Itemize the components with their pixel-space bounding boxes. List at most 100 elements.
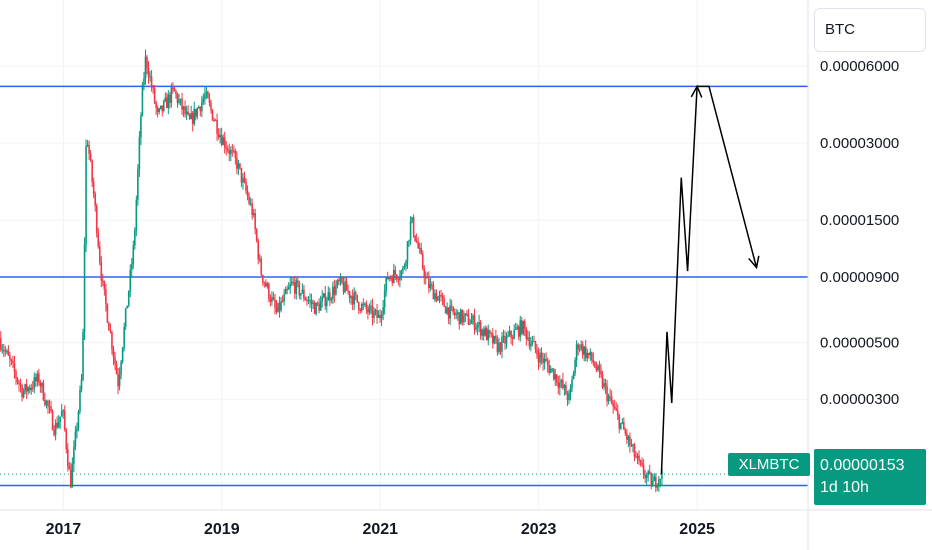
candle-body bbox=[248, 196, 250, 204]
time-tick-label: 2021 bbox=[362, 521, 398, 538]
candle-body bbox=[223, 137, 226, 148]
candle-body bbox=[47, 400, 49, 407]
time-tick-label: 2023 bbox=[521, 521, 557, 538]
candle-body bbox=[0, 338, 2, 350]
candle-body bbox=[517, 326, 520, 337]
candle-body bbox=[98, 246, 101, 262]
time-tick-label: 2025 bbox=[679, 521, 715, 538]
candle-body bbox=[347, 290, 349, 292]
candle-body bbox=[272, 297, 275, 300]
candle-body bbox=[97, 233, 100, 247]
candle-body bbox=[598, 365, 601, 371]
candle-body bbox=[391, 277, 394, 284]
candle-body bbox=[600, 370, 602, 375]
candle-body bbox=[577, 344, 579, 350]
candle-body bbox=[591, 351, 593, 360]
price-axis[interactable]: 0.00006000 0.00003000 0.00001500 0.00000900… bbox=[807, 0, 899, 550]
candle-body bbox=[612, 403, 614, 407]
candle-body bbox=[342, 283, 345, 293]
candle-body bbox=[551, 368, 554, 370]
candle-body bbox=[254, 213, 256, 230]
candle-body bbox=[126, 305, 129, 309]
candle-body bbox=[50, 406, 52, 412]
candle-body bbox=[129, 270, 132, 291]
candle-body bbox=[295, 280, 298, 294]
candle-body bbox=[434, 293, 436, 300]
candle-body bbox=[251, 203, 253, 216]
candle-body bbox=[329, 292, 331, 301]
candle-body bbox=[351, 296, 354, 305]
time-axis[interactable]: 2017 2019 2021 2023 2025 bbox=[0, 509, 932, 538]
candle-body bbox=[112, 349, 115, 358]
candle-body bbox=[6, 350, 8, 352]
candle-body bbox=[234, 151, 237, 158]
candle-body bbox=[540, 352, 543, 358]
candle-body bbox=[645, 474, 648, 479]
candle-body bbox=[191, 112, 194, 124]
candle-body bbox=[95, 205, 98, 234]
candle-body bbox=[172, 87, 174, 89]
candle-body bbox=[423, 268, 426, 279]
candle-body bbox=[409, 221, 412, 241]
candle-body bbox=[555, 374, 558, 383]
candle-body bbox=[9, 355, 11, 360]
currency-selector[interactable]: BTC bbox=[814, 8, 926, 52]
candle-body bbox=[286, 289, 288, 291]
candle-body bbox=[452, 306, 455, 313]
support-resistance-lines bbox=[0, 85, 808, 487]
candle-body bbox=[421, 253, 424, 269]
projection-arrowhead bbox=[748, 255, 760, 270]
candle-body bbox=[198, 106, 200, 109]
candle-body bbox=[292, 281, 295, 283]
candle-body bbox=[623, 422, 625, 430]
candle-body bbox=[479, 322, 482, 336]
candle-body bbox=[505, 336, 508, 344]
candle-body bbox=[368, 306, 371, 313]
candle-body bbox=[501, 337, 503, 352]
candle-body bbox=[365, 303, 368, 310]
candle-body bbox=[356, 294, 359, 303]
candle-body bbox=[155, 102, 157, 108]
candle-body bbox=[400, 270, 403, 278]
candle-body bbox=[1, 349, 4, 351]
candle-body bbox=[167, 94, 170, 109]
candle-body bbox=[226, 148, 229, 151]
candle-body bbox=[374, 309, 377, 312]
candle-body bbox=[82, 331, 84, 380]
candle-body bbox=[120, 361, 122, 375]
candle-body bbox=[205, 91, 208, 95]
candle-body bbox=[322, 293, 325, 297]
candle-body bbox=[642, 465, 645, 475]
candle-body bbox=[222, 137, 224, 145]
candle-body bbox=[350, 296, 352, 299]
candle-body bbox=[310, 299, 313, 305]
candle-body bbox=[563, 385, 566, 388]
candle-body bbox=[115, 363, 118, 375]
candle-body bbox=[537, 354, 540, 363]
candle-body bbox=[156, 107, 159, 112]
candle-body bbox=[130, 264, 133, 271]
candle-body bbox=[109, 330, 112, 333]
candle-body bbox=[76, 428, 78, 432]
candle-body bbox=[258, 258, 261, 260]
candle-body bbox=[478, 322, 480, 326]
candle-body bbox=[559, 382, 561, 388]
candle-body bbox=[450, 305, 453, 307]
candle-body bbox=[399, 277, 401, 281]
candle-body bbox=[92, 181, 95, 195]
candle-body bbox=[647, 471, 649, 475]
candle-body bbox=[455, 313, 458, 316]
candle-body bbox=[77, 411, 80, 429]
candle-body bbox=[318, 304, 320, 311]
candle-body bbox=[298, 282, 301, 296]
candle-body bbox=[68, 465, 71, 470]
candle-body bbox=[336, 280, 339, 286]
candle-body bbox=[199, 106, 202, 112]
candle-body bbox=[266, 283, 269, 287]
candle-body bbox=[106, 304, 109, 323]
candle-body bbox=[144, 56, 147, 79]
candle-body bbox=[228, 150, 231, 155]
candle-body bbox=[70, 469, 72, 488]
candle-body bbox=[220, 135, 223, 145]
candle-body bbox=[581, 344, 584, 355]
